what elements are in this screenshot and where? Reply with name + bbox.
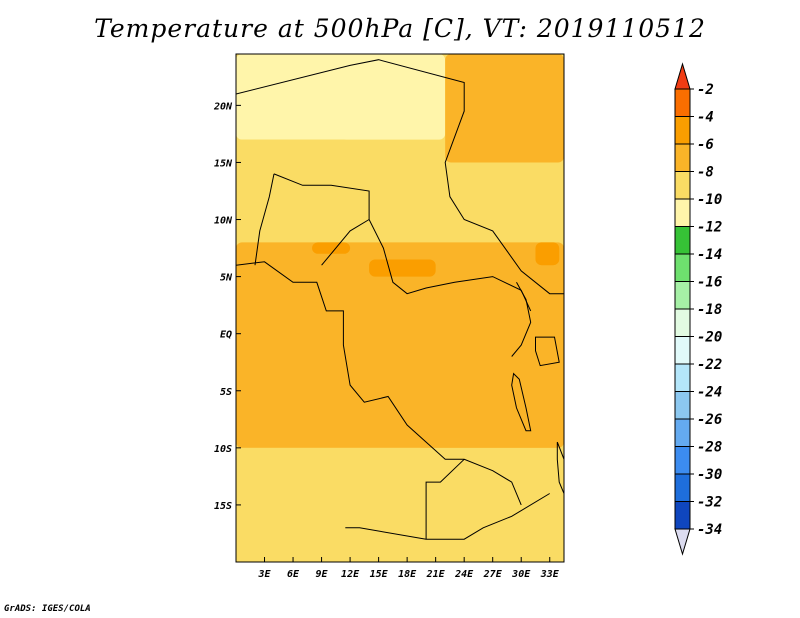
colorbar-swatch bbox=[674, 418, 691, 447]
border-line bbox=[321, 219, 370, 266]
colorbar-label: -14 bbox=[697, 247, 722, 263]
colorbar-swatch bbox=[674, 473, 691, 502]
border-line bbox=[345, 493, 550, 540]
region-cameroon-cold-spot bbox=[369, 259, 436, 277]
chart-title: Temperature at 500hPa [C], VT: 201911051… bbox=[94, 14, 706, 43]
credit-label: GrADS: IGES/COLA bbox=[4, 604, 91, 614]
colorbar-label: -24 bbox=[697, 385, 722, 401]
colorbar-label: -34 bbox=[697, 522, 722, 538]
region-nigeria-cold-spot bbox=[312, 242, 351, 254]
y-tick-label: 10S bbox=[214, 444, 232, 455]
colorbar-label: -30 bbox=[697, 467, 722, 483]
x-tick-label: 21E bbox=[426, 569, 446, 580]
y-axis: 20N 15N 10N 5N EQ 5S 10S 15S bbox=[213, 101, 241, 512]
colorbar-swatch bbox=[674, 62, 691, 90]
colorbar-label: -8 bbox=[697, 165, 714, 181]
colorbar: -2 -4 -6 -8 -10 -12 -14 -16 -18 -20 -22 -24 -26 -28 -3… bbox=[674, 62, 722, 556]
region-southern-plateau bbox=[236, 447, 427, 562]
colorbar-label: -26 bbox=[697, 412, 722, 428]
colorbar-label: -2 bbox=[697, 82, 714, 98]
border-line bbox=[254, 173, 275, 266]
border-line bbox=[236, 261, 522, 506]
colorbar-label: -6 bbox=[697, 137, 714, 153]
colorbar-swatch bbox=[674, 336, 691, 365]
y-tick-label: 20N bbox=[213, 101, 233, 112]
colorbar-label: -4 bbox=[697, 110, 714, 126]
x-tick-label: 30E bbox=[511, 569, 531, 580]
y-tick-label: EQ bbox=[220, 330, 232, 341]
border-line bbox=[236, 59, 564, 295]
y-tick-label: 15S bbox=[214, 501, 232, 512]
colorbar-label: -10 bbox=[697, 192, 722, 208]
x-tick-label: 18E bbox=[398, 569, 417, 580]
colorbar-swatch bbox=[674, 88, 691, 117]
region-sudan-cold-spot bbox=[535, 242, 560, 266]
region-sahara-band bbox=[236, 54, 446, 140]
border-line bbox=[425, 458, 465, 540]
map-frame bbox=[235, 53, 565, 563]
colorbar-swatch bbox=[674, 446, 691, 475]
colorbar-swatch bbox=[674, 391, 691, 420]
colorbar-label: -28 bbox=[697, 440, 722, 456]
x-axis: 3E 6E 9E 12E 15E 18E 21E 24E 27E 30E 33E bbox=[257, 557, 560, 580]
region-west-sahara bbox=[236, 139, 351, 220]
map-fill-layer bbox=[236, 54, 564, 562]
x-tick-label: 15E bbox=[370, 569, 389, 580]
colorbar-swatch bbox=[674, 198, 691, 227]
border-line bbox=[273, 173, 532, 312]
x-tick-label: 12E bbox=[341, 569, 360, 580]
colorbar-swatch bbox=[674, 253, 691, 282]
colorbar-swatch bbox=[674, 308, 691, 337]
region-central-basin bbox=[236, 242, 564, 448]
colorbar-swatch bbox=[674, 281, 691, 310]
colorbar-swatch bbox=[674, 226, 691, 255]
colorbar-label: -20 bbox=[697, 330, 722, 346]
y-tick-label: 10N bbox=[214, 216, 233, 227]
x-tick-label: 33E bbox=[540, 569, 560, 580]
x-tick-label: 3E bbox=[257, 569, 271, 580]
x-tick-label: 6E bbox=[287, 569, 300, 580]
colorbar-label: -32 bbox=[697, 495, 722, 511]
x-tick-label: 24E bbox=[454, 569, 474, 580]
colorbar-swatch bbox=[674, 116, 691, 145]
colorbar-label: -16 bbox=[697, 275, 722, 291]
colorbar-label: -22 bbox=[697, 357, 722, 373]
lake-outline bbox=[535, 336, 560, 367]
border-line bbox=[511, 282, 532, 357]
region-chad-basin bbox=[378, 162, 446, 243]
colorbar-swatch bbox=[674, 143, 691, 172]
colorbar-swatch bbox=[674, 363, 691, 392]
x-tick-label: 27E bbox=[483, 569, 503, 580]
lake-outline bbox=[511, 372, 532, 432]
colorbar-swatch bbox=[674, 501, 691, 530]
y-tick-label: 15N bbox=[214, 158, 233, 169]
region-east-sahel bbox=[445, 54, 564, 163]
y-tick-label: 5N bbox=[220, 273, 233, 284]
colorbar-label: -12 bbox=[697, 220, 722, 236]
lake-outline bbox=[556, 441, 564, 494]
x-tick-label: 9E bbox=[316, 569, 329, 580]
y-tick-label: 5S bbox=[220, 387, 232, 398]
country-borders bbox=[236, 59, 564, 540]
colorbar-swatch bbox=[674, 171, 691, 200]
colorbar-swatch bbox=[674, 528, 691, 556]
colorbar-label: -18 bbox=[697, 302, 722, 318]
